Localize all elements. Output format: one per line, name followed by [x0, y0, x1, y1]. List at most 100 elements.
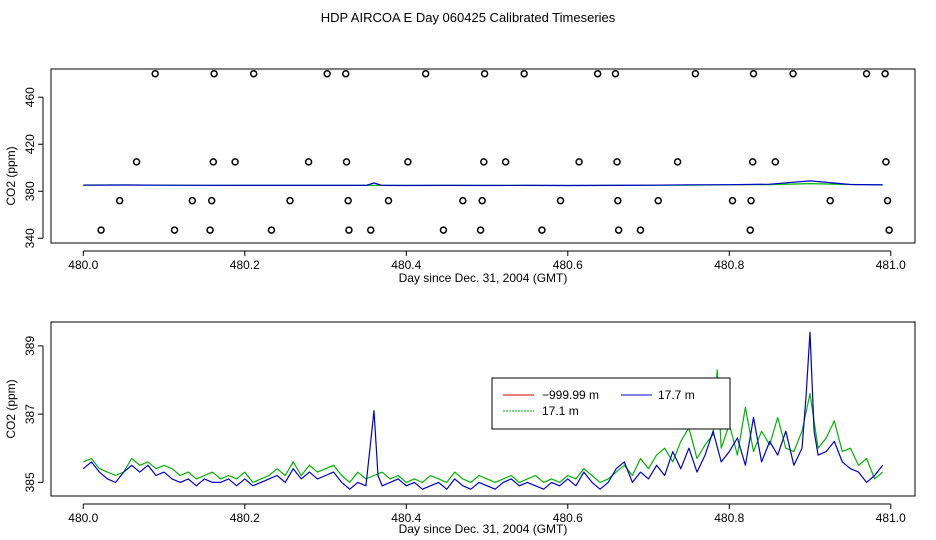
- series-line-1: [82, 331, 884, 490]
- scatter-point: [883, 196, 892, 205]
- legend-label-blue: 17.7 m: [658, 388, 695, 402]
- y-axis-label: CO2 (ppm): [4, 146, 18, 205]
- scatter-point: [826, 196, 834, 205]
- y-tick-label: 460: [23, 87, 37, 107]
- scatter-point: [746, 226, 755, 234]
- x-tick-label: 480.0: [68, 258, 98, 272]
- scatter-point: [323, 69, 331, 78]
- scatter-point: [575, 158, 583, 166]
- scatter-point: [367, 226, 375, 234]
- scatter-point: [789, 69, 797, 78]
- figure-title: HDP AIRCOA E Day 060425 Calibrated Times…: [320, 10, 616, 25]
- scatter-point: [249, 69, 258, 78]
- scatter-point: [344, 196, 352, 205]
- series-lines: [83, 180, 883, 187]
- plot-frame: [50, 321, 916, 497]
- x-tick-label: 480.0: [68, 511, 98, 525]
- scatter-point: [520, 69, 528, 78]
- y-axis: 340 380 420 460: [23, 87, 44, 248]
- scatter-point: [728, 196, 737, 205]
- plot-frame: [50, 68, 916, 244]
- scatter-point: [611, 69, 620, 78]
- scatter-point: [97, 226, 105, 234]
- x-tick-label: 480.8: [714, 511, 744, 525]
- legend: −999.99 m 17.7 m 17.1 m: [491, 377, 731, 430]
- x-axis: 480.0 480.2 480.4 480.6 480.8 481.0: [68, 503, 906, 525]
- scatter-point: [614, 226, 623, 234]
- scatter-point: [480, 158, 488, 166]
- scatter-point: [115, 196, 124, 205]
- y-tick-label: 380: [23, 181, 37, 201]
- series-lines: [82, 331, 884, 490]
- scatter-point: [170, 226, 179, 234]
- scatter-point: [341, 69, 350, 78]
- scatter-point: [556, 196, 565, 205]
- scatter-point: [304, 158, 313, 166]
- x-tick-label: 480.2: [230, 511, 260, 525]
- scatter-point: [286, 196, 294, 205]
- x-tick-label: 480.4: [391, 511, 421, 525]
- x-tick-label: 480.6: [553, 258, 583, 272]
- scatter-point: [613, 158, 621, 166]
- series-line-1: [83, 180, 883, 187]
- scatter-point: [881, 69, 889, 78]
- scatter-point: [480, 69, 489, 78]
- x-axis-label: Day since Dec. 31, 2004 (GMT): [399, 522, 568, 536]
- y-axis-label: CO2 (ppm): [4, 379, 18, 438]
- scatter-point: [459, 196, 467, 205]
- x-axis-label: Day since Dec. 31, 2004 (GMT): [399, 271, 568, 285]
- scatter-point: [476, 226, 485, 234]
- scatter-point: [862, 69, 871, 78]
- scatter-point: [691, 69, 700, 78]
- x-tick-label: 480.4: [391, 258, 421, 272]
- legend-box: [491, 377, 731, 430]
- scatter-point: [404, 158, 412, 166]
- scatter-point: [749, 69, 758, 78]
- x-tick-label: 481.0: [876, 511, 906, 525]
- scatter-point: [231, 158, 239, 166]
- legend-label-red: −999.99 m: [542, 388, 599, 402]
- scatter-point: [771, 158, 780, 166]
- y-tick-label: 389: [23, 336, 37, 356]
- x-tick-label: 480.2: [230, 258, 260, 272]
- scatter-point: [421, 69, 430, 78]
- scatter-point: [345, 226, 353, 234]
- scatter-point: [501, 158, 510, 166]
- scatter-point: [748, 158, 757, 166]
- scatter-point: [654, 196, 662, 205]
- x-tick-label: 480.6: [553, 511, 583, 525]
- scatter-point: [209, 158, 218, 166]
- scatter-point: [636, 226, 645, 234]
- scatter-point: [478, 196, 486, 205]
- x-tick-label: 480.8: [714, 258, 744, 272]
- scatter-points: [97, 69, 893, 234]
- legend-label-green: 17.1 m: [542, 404, 579, 418]
- scatter-point: [207, 196, 216, 205]
- scatter-point: [885, 226, 893, 234]
- scatter-point: [384, 196, 393, 205]
- scatter-point: [673, 158, 682, 166]
- series-line-0: [83, 369, 884, 483]
- scatter-point: [267, 226, 276, 234]
- scatter-point: [206, 226, 214, 234]
- scatter-point: [188, 196, 197, 205]
- x-tick-label: 481.0: [876, 258, 906, 272]
- y-tick-label: 387: [23, 404, 37, 424]
- scatter-point: [210, 69, 218, 78]
- scatter-point: [593, 69, 602, 78]
- scatter-point: [747, 196, 755, 205]
- scatter-point: [882, 158, 890, 166]
- scatter-point: [132, 158, 141, 166]
- scatter-point: [538, 226, 546, 234]
- y-tick-label: 420: [23, 134, 37, 154]
- y-axis: 385 387 389: [23, 336, 44, 492]
- scatter-point: [439, 226, 448, 234]
- x-axis: 480.0 480.2 480.4 480.6 480.8 481.0: [68, 250, 906, 272]
- scatter-point: [342, 158, 351, 166]
- scatter-point: [151, 69, 159, 78]
- scatter-point: [614, 196, 622, 205]
- y-tick-label: 385: [23, 472, 37, 492]
